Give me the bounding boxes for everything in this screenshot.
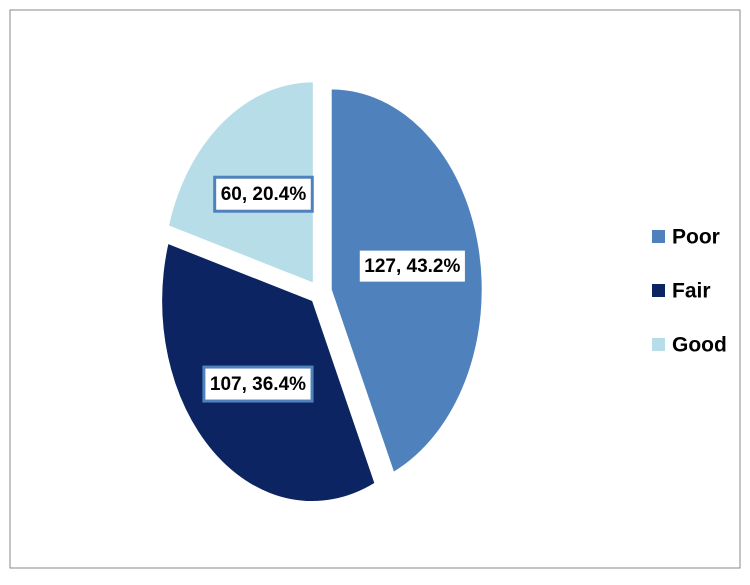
legend-swatch [652, 338, 665, 351]
legend-label: Fair [672, 280, 711, 303]
data-label-box [202, 365, 314, 403]
data-label-group: 60, 20.4% [213, 175, 314, 213]
data-label: 60, 20.4% [221, 184, 307, 205]
legend-swatch [652, 230, 665, 243]
data-label-group: 107, 36.4% [202, 365, 314, 403]
data-label: 107, 36.4% [210, 374, 306, 395]
data-label-box [356, 247, 468, 285]
legend-swatch [652, 284, 665, 297]
data-label-box [213, 175, 314, 213]
data-label: 127, 43.2% [364, 256, 460, 277]
legend-label: Good [672, 334, 727, 357]
data-label-group: 127, 43.2% [356, 247, 468, 285]
legend-label: Poor [672, 226, 720, 249]
